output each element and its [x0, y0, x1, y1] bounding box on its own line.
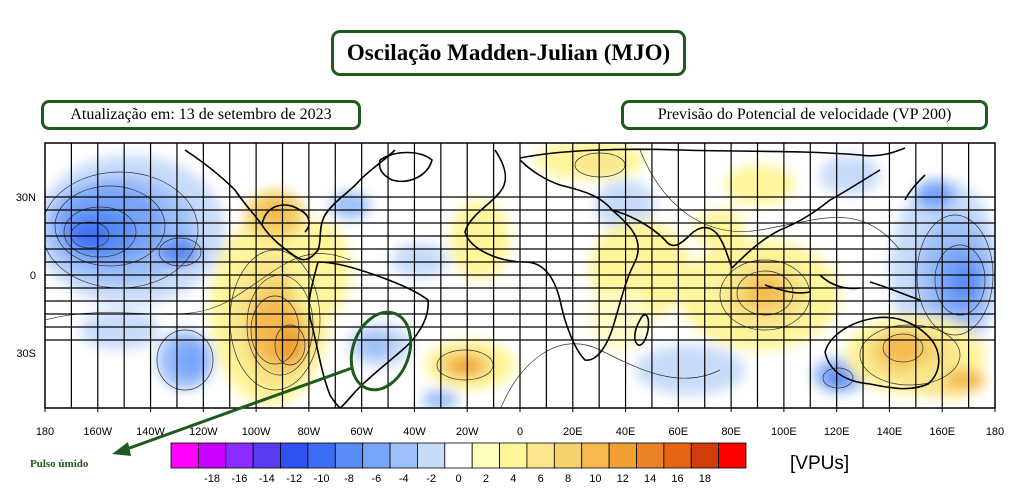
colorbar-swatch	[444, 442, 473, 469]
lat-label: 30N	[16, 192, 36, 204]
colorbar-swatch	[252, 442, 281, 469]
wet-pulse-circle	[349, 310, 413, 392]
anomaly-field	[45, 143, 995, 408]
wet-pulse-label: Pulso úmido	[30, 458, 89, 470]
lon-label: 140W	[136, 426, 165, 438]
product-label: Previsão do Potencial de velocidade (VP …	[621, 100, 988, 130]
colorbar-swatch	[307, 442, 336, 469]
colorbar-swatch	[663, 442, 692, 469]
colorbar-label: -12	[286, 473, 302, 485]
page-title: Oscilação Madden-Julian (MJO)	[331, 30, 686, 76]
lat-label: 0	[30, 270, 36, 282]
colorbar-swatch	[499, 442, 528, 469]
colorbar-label: 16	[671, 473, 683, 485]
colorbar-label: -14	[259, 473, 275, 485]
colorbar-swatch	[553, 442, 583, 469]
lon-label: 20E	[563, 426, 583, 438]
colorbar-label: 14	[644, 473, 656, 485]
colorbar-swatch	[225, 442, 254, 469]
colorbar-label: 12	[617, 473, 629, 485]
lon-label: 100W	[242, 426, 271, 438]
colorbar-label: -16	[231, 473, 247, 485]
colorbar-swatch	[526, 442, 555, 469]
lon-label: 120W	[189, 426, 218, 438]
colorbar-label: -2	[426, 473, 436, 485]
lon-label: 140E	[877, 426, 903, 438]
colorbar: -18 -16 -14 -12 -10 -8 -6 -4 -2 0 2 4 6 8 10 12 14 16 18	[170, 442, 747, 485]
colorbar-label: 0	[455, 473, 461, 485]
colorbar-label: -8	[344, 473, 354, 485]
colorbar-label: 10	[589, 473, 601, 485]
colorbar-swatch	[636, 442, 665, 469]
colorbar-swatch	[471, 442, 500, 469]
lon-label: 180	[986, 426, 1004, 438]
colorbar-swatch	[362, 442, 391, 469]
lon-label: 60E	[669, 426, 689, 438]
colorbar-swatch	[334, 442, 364, 469]
update-date-label: Atualização em: 13 de setembro de 2023	[41, 100, 361, 130]
colorbar-swatch	[718, 442, 747, 469]
lon-label: 80E	[721, 426, 741, 438]
lon-label: 40E	[616, 426, 636, 438]
colorbar-swatch	[197, 442, 227, 469]
colorbar-swatch	[608, 442, 637, 469]
colorbar-swatch	[581, 442, 610, 469]
colorbar-label: 8	[565, 473, 571, 485]
lon-axis: 180 160W 140W 120W 100W 80W 60W 40W 20W 0 20E 40E 60…	[36, 408, 1004, 438]
lat-label: 30S	[16, 348, 36, 360]
lat-axis: 30N 0 30S	[16, 192, 36, 360]
lon-label: 160E	[929, 426, 955, 438]
lon-label: 120E	[824, 426, 850, 438]
lon-label: 180	[36, 426, 54, 438]
arrow-icon	[112, 366, 353, 456]
colorbar-label: 6	[538, 473, 544, 485]
colorbar-label: 2	[483, 473, 489, 485]
lon-label: 80W	[298, 426, 321, 438]
colorbar-label: 4	[510, 473, 516, 485]
colorbar-label: -6	[371, 473, 381, 485]
graticule	[45, 143, 995, 408]
colorbar-swatch	[170, 442, 199, 469]
colorbar-swatch	[389, 442, 418, 469]
lon-label: 60W	[350, 426, 373, 438]
lon-label: 0	[517, 426, 523, 438]
lon-label: 20W	[456, 426, 479, 438]
lon-label: 160W	[83, 426, 112, 438]
colorbar-label: -10	[314, 473, 330, 485]
colorbar-swatch	[280, 442, 309, 469]
colorbar-swatch	[690, 442, 720, 469]
colorbar-label: -4	[399, 473, 409, 485]
lon-label: 40W	[403, 426, 426, 438]
colorbar-swatch	[417, 442, 446, 469]
lon-label: 100E	[771, 426, 797, 438]
colorbar-label: -18	[204, 473, 220, 485]
colorbar-units: [VPUs]	[790, 453, 849, 474]
colorbar-label: 18	[699, 473, 711, 485]
